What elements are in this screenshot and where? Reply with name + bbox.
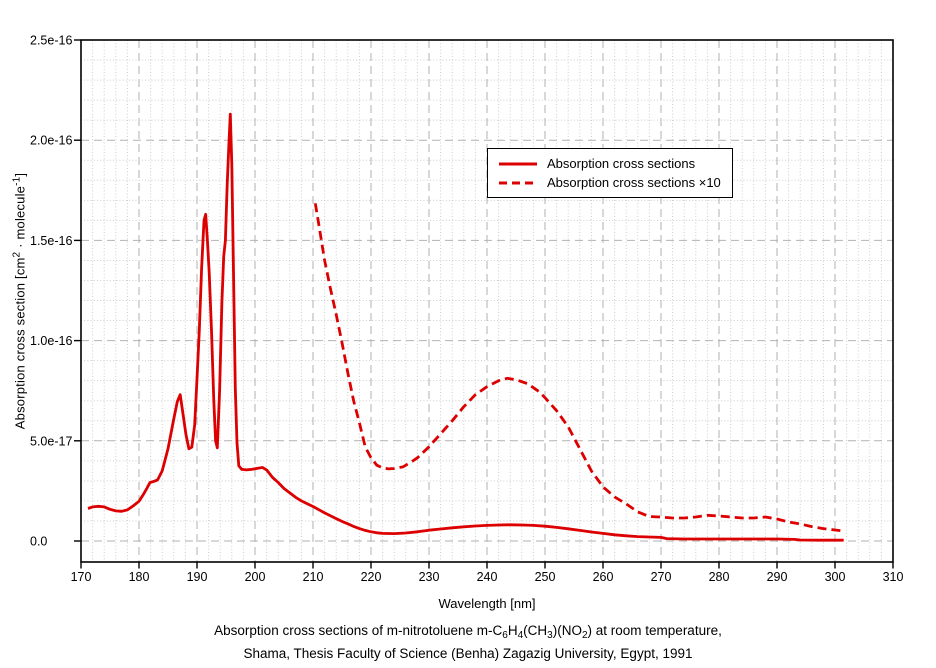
caption-subscript: 2 [581,630,588,641]
y-tick-label: 2.0e-16 [30,134,72,148]
x-tick-label: 300 [825,570,846,584]
x-tick-label: 310 [883,570,904,584]
legend-item-dashed: Absorption cross sections ×10 [498,175,732,191]
caption-text: )(NO [552,623,582,638]
y-axis-title-text: Absorption cross section [cm [12,257,28,430]
caption-text: ) at room temperature, [587,623,722,638]
y-tick-label: 0.0 [30,535,47,549]
caption-subscript: 3 [547,630,553,641]
y-tick-label: 5.0e-17 [30,434,72,448]
x-tick-label: 190 [187,570,208,584]
y-axis-title-sup: -1 [11,176,23,186]
legend-label-dashed: Absorption cross sections ×10 [547,174,721,190]
x-tick-label: 220 [361,570,382,584]
caption-line-2: Shama, Thesis Faculty of Science (Benha)… [243,646,693,661]
dashed-line-swatch [499,181,537,184]
x-tick-label: 260 [593,570,614,584]
x-tick-label: 270 [651,570,672,584]
x-tick-label: 200 [245,570,266,584]
x-tick-label: 240 [477,570,498,584]
x-tick-label: 210 [303,570,324,584]
curve-dashed-x10 [313,203,844,533]
x-tick-label: 290 [767,570,788,584]
y-axis-title-text: · molecule [12,185,28,252]
caption-line-1: Absorption cross sections of m-nitrotolu… [0,620,936,643]
y-tick-label: 1.0e-16 [30,334,72,348]
x-tick-label: 250 [535,570,556,584]
x-tick-label: 280 [709,570,730,584]
legend: Absorption cross sections Absorption cro… [487,148,733,198]
solid-line-swatch [499,162,537,165]
y-tick-label: 1.5e-16 [30,234,72,248]
caption-subscript: 4 [517,630,524,641]
y-axis-title-sup: 2 [11,251,23,258]
caption-text: Absorption cross sections of m-nitrotolu… [214,623,503,638]
caption-text: (CH [523,623,548,638]
y-axis-title: Absorption cross section [cm2 · molecule… [11,173,28,430]
curve-solid [87,112,844,542]
x-tick-label: 170 [71,570,92,584]
caption-text: H [507,623,518,638]
legend-label-solid: Absorption cross sections [547,155,696,171]
y-tick-label: 2.5e-16 [30,34,72,48]
x-axis-title: Wavelength [nm] [438,596,536,611]
x-tick-label: 230 [419,570,440,584]
legend-item-solid: Absorption cross sections [498,156,732,172]
caption-subscript: 6 [502,630,508,641]
caption: Absorption cross sections of m-nitrotolu… [0,620,936,664]
x-tick-label: 180 [129,570,150,584]
